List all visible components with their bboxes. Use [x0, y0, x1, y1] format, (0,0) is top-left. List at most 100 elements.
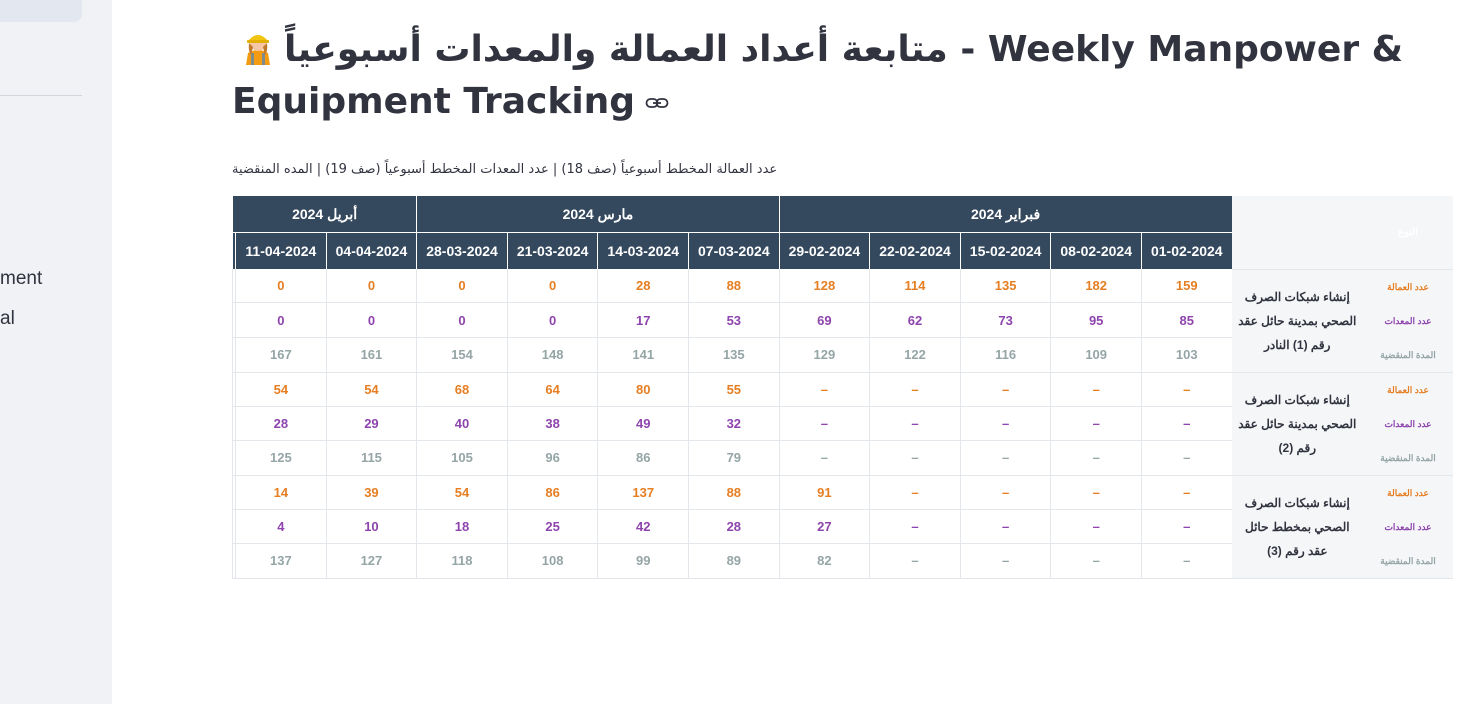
project-name-box: عدد العمالة عدد المعدات المدة المنقضية إنشا… — [1232, 476, 1453, 578]
table-cell — [231, 475, 236, 510]
table-cell: 129 — [778, 337, 870, 373]
tracking-table: النوع فبراير 2024 مارس 2024 أبريل 2024 01-02… — [231, 196, 1454, 579]
table-cell: 122 — [869, 337, 961, 373]
row-kind-column: عدد العمالة عدد المعدات المدة المنقضية — [1363, 476, 1453, 578]
table-cell: – — [869, 509, 961, 545]
table-cell — [231, 406, 236, 442]
table-cell: 29 — [325, 406, 417, 442]
table-cell: 0 — [416, 269, 508, 304]
row-kind-label: عدد العمالة — [1387, 281, 1429, 292]
project-name: إنشاء شبكات الصرف الصحي بمخطط حائل عقد ر… — [1244, 495, 1350, 558]
table-cell: – — [959, 543, 1051, 579]
table-cell: – — [869, 543, 961, 579]
table-cell: 182 — [1050, 269, 1142, 304]
table-cell: 39 — [325, 475, 417, 510]
table-cell: 69 — [778, 302, 870, 338]
table-cell: 96 — [506, 440, 598, 476]
project-name: إنشاء شبكات الصرف الصحي بمدينة حائل عقد … — [1238, 392, 1357, 455]
table-cell: 40 — [416, 406, 508, 442]
table-cell: 10 — [325, 509, 417, 545]
table-cell: – — [1140, 440, 1232, 476]
project-name: إنشاء شبكات الصرف الصحي بمدينة حائل عقد … — [1238, 289, 1357, 352]
table-cell: 116 — [959, 337, 1051, 373]
month-header: مارس 2024 — [416, 196, 780, 233]
project-name-box: عدد العمالة عدد المعدات المدة المنقضية إنشا… — [1232, 270, 1453, 372]
table-cell: – — [778, 372, 870, 407]
table-cell: 86 — [506, 475, 598, 510]
table-cell — [231, 509, 236, 545]
table-cell: 0 — [416, 302, 508, 338]
table-cell: 105 — [416, 440, 508, 476]
table-cell: 135 — [688, 337, 780, 373]
sidebar: ment al — [0, 0, 112, 704]
table-cell: 137 — [597, 475, 689, 510]
table-cell — [231, 337, 236, 373]
table-cell: 54 — [235, 372, 327, 407]
row-kind-label: المدة المنقضية — [1380, 452, 1436, 463]
table-cell: 80 — [597, 372, 689, 407]
table-cell: 0 — [235, 302, 327, 338]
table-cell: 18 — [416, 509, 508, 545]
table-caption: عدد العمالة المخطط أسبوعياً (صف 18) | عد… — [232, 162, 778, 177]
table-cell: 54 — [416, 475, 508, 510]
link-icon[interactable] — [645, 96, 669, 110]
table-cell: – — [959, 440, 1051, 476]
sidebar-active-item[interactable] — [0, 0, 82, 22]
table-cell: 73 — [959, 302, 1051, 338]
table-cell: – — [1050, 372, 1142, 407]
table-row: – – – – –79 86 96 105 115 125 — [231, 440, 1454, 476]
project-cell: عدد العمالة عدد المعدات المدة المنقضية إنشا… — [1231, 372, 1453, 476]
table-row: – – – –82 89 99 108 118 127 137 — [231, 543, 1454, 579]
table-cell: – — [1050, 406, 1142, 442]
table-row: 85 95 73 62 69 53 17 0 0 0 0 — [231, 302, 1454, 338]
page-title: متابعة أعداد العمالة والمعدات أسبوعياً -… — [232, 24, 1412, 128]
table-cell: 27 — [778, 509, 870, 545]
construction-worker-icon — [246, 35, 270, 65]
date-header: 22-02-2024 — [869, 232, 961, 269]
date-header: 08-02-2024 — [1050, 232, 1142, 269]
table-row: عدد العمالة عدد المعدات المدة المنقضية إنشا… — [231, 269, 1453, 373]
table-cell: 115 — [325, 440, 417, 476]
table-cell: 154 — [416, 337, 508, 373]
date-header: 07-03-2024 — [688, 232, 780, 269]
table-row: 103 109 116 122 129 135 141 148 154 161 167 — [231, 337, 1454, 373]
table-cell: 103 — [1140, 337, 1232, 373]
row-kind-label: المدة المنقضية — [1380, 349, 1436, 360]
table-row: عدد العمالة عدد المعدات المدة المنقضية إنشا… — [231, 475, 1453, 579]
table-cell: 68 — [416, 372, 508, 407]
project-cell: عدد العمالة عدد المعدات المدة المنقضية إنشا… — [1231, 475, 1453, 579]
table-cell — [231, 302, 236, 338]
tracking-table-container[interactable]: النوع فبراير 2024 مارس 2024 أبريل 2024 01-02… — [231, 196, 1454, 579]
table-cell: 95 — [1050, 302, 1142, 338]
date-header: 29-02-2024 — [778, 232, 870, 269]
table-cell: – — [1140, 475, 1232, 510]
row-kind-label: عدد العمالة — [1387, 487, 1429, 498]
table-row: عدد العمالة عدد المعدات المدة المنقضية إنشا… — [231, 372, 1453, 476]
table-cell: 108 — [506, 543, 598, 579]
corner-header: النوع — [1231, 196, 1453, 270]
table-cell: 89 — [688, 543, 780, 579]
table-cell: – — [1140, 543, 1232, 579]
sidebar-item-equipment[interactable]: ment — [0, 268, 43, 289]
table-cell: 88 — [688, 269, 780, 304]
row-kind-column: عدد العمالة عدد المعدات المدة المنقضية — [1363, 270, 1453, 372]
table-cell: 135 — [959, 269, 1051, 304]
table-cell: 159 — [1140, 269, 1232, 304]
project-name-box: عدد العمالة عدد المعدات المدة المنقضية إنشا… — [1232, 373, 1453, 475]
row-kind-label: المدة المنقضية — [1380, 555, 1436, 566]
table-cell — [231, 269, 236, 304]
table-cell: 28 — [235, 406, 327, 442]
table-cell: 32 — [688, 406, 780, 442]
table-cell: 137 — [235, 543, 327, 579]
table-cell: – — [778, 406, 870, 442]
table-cell — [231, 440, 236, 476]
table-cell: 14 — [235, 475, 327, 510]
table-cell: – — [1050, 440, 1142, 476]
table-cell: – — [959, 406, 1051, 442]
table-cell: 17 — [597, 302, 689, 338]
table-cell: 161 — [325, 337, 417, 373]
table-row: – – – – –32 49 38 40 29 28 — [231, 406, 1454, 442]
table-cell: 88 — [688, 475, 780, 510]
table-cell: – — [1050, 509, 1142, 545]
sidebar-item-total[interactable]: al — [0, 308, 15, 329]
